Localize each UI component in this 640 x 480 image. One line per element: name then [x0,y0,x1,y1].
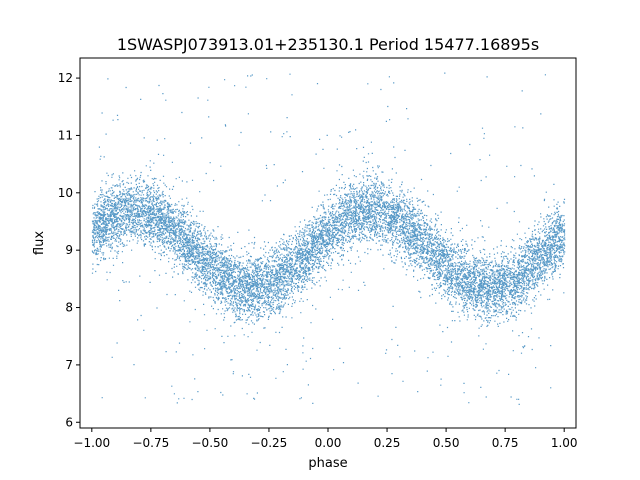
x-tick-label: 0.75 [492,436,519,450]
x-tick-label: −1.00 [73,436,110,450]
x-tick-label: 0.25 [374,436,401,450]
x-tick-label: 0.50 [433,436,460,450]
y-tick-label: 12 [58,71,73,85]
y-axis-label: flux [32,231,47,255]
y-tick-label: 10 [58,186,73,200]
y-tick-label: 6 [65,415,73,429]
x-tick-label: 1.00 [551,436,578,450]
x-axis-label: phase [308,456,347,471]
y-axis-ticks: 6 7 8 9 10 11 12 [58,71,80,429]
y-tick-label: 9 [65,243,73,257]
x-tick-label: −0.50 [192,436,229,450]
data-points [91,72,566,405]
y-tick-label: 7 [65,358,73,372]
x-tick-label: 0.00 [315,436,342,450]
y-tick-label: 11 [58,128,73,142]
scatter-points [91,72,566,405]
x-tick-label: −0.75 [132,436,169,450]
x-tick-label: −0.25 [251,436,288,450]
x-axis-ticks: −1.00 −0.75 −0.50 −0.25 0.00 0.25 0.50 0.75 1.00 [73,428,578,450]
chart-title: 1SWASPJ073913.01+235130.1 Period 15477.1… [117,35,539,54]
y-tick-label: 8 [65,301,73,315]
